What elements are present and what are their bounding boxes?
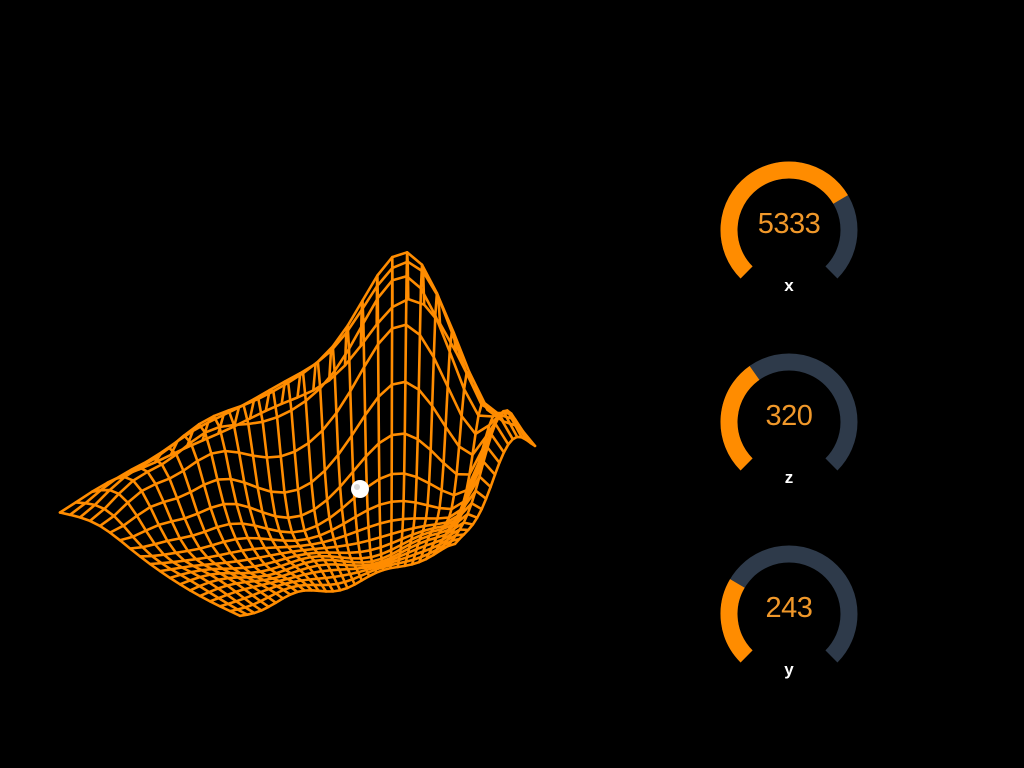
gauge-z-fill bbox=[720, 365, 760, 471]
gauge-x-label: x bbox=[784, 276, 794, 295]
gauge-z: 320 z bbox=[712, 352, 866, 497]
mesh-line-column bbox=[446, 409, 521, 548]
gauge-x-dial bbox=[720, 161, 858, 279]
mesh-line-column bbox=[280, 380, 342, 592]
gauge-x-fill bbox=[720, 161, 848, 279]
gauge-y-dial bbox=[720, 545, 858, 663]
gauge-z-dial bbox=[720, 353, 858, 471]
gauge-x-value: 5333 bbox=[757, 208, 821, 240]
wireframe-surface[interactable] bbox=[58, 251, 537, 618]
mesh-line-column bbox=[311, 360, 357, 586]
gauge-z-label: z bbox=[784, 468, 794, 487]
gauge-y-fill bbox=[720, 579, 753, 663]
wireframe-surface-canvas[interactable] bbox=[0, 0, 620, 768]
mesh-line-column bbox=[327, 345, 364, 582]
mesh-line-column bbox=[264, 388, 335, 593]
gauge-y: 243 y bbox=[712, 544, 866, 689]
mesh-line-column bbox=[396, 251, 410, 569]
mesh-line-column bbox=[248, 397, 328, 593]
mesh-line-column bbox=[90, 488, 256, 615]
mesh-line-column bbox=[424, 370, 474, 561]
mesh-line-column bbox=[417, 330, 458, 564]
mesh-line-column bbox=[169, 434, 292, 596]
mesh-line-column bbox=[153, 446, 285, 600]
gauge-z-value: 320 bbox=[765, 400, 813, 432]
cursor-handle-icon[interactable] bbox=[351, 480, 369, 498]
mesh-line-column bbox=[403, 263, 426, 568]
mesh-line-column bbox=[389, 255, 394, 570]
mesh-line-column bbox=[106, 475, 263, 612]
mesh-line-column bbox=[375, 274, 385, 572]
gauge-x: 5333 x bbox=[712, 160, 866, 305]
mesh-line-column bbox=[410, 291, 442, 566]
mesh-line-column bbox=[137, 457, 278, 605]
mesh-line-column bbox=[343, 324, 371, 578]
mesh-line-column bbox=[453, 435, 537, 546]
mesh-line-column bbox=[122, 466, 271, 609]
mesh-line-column bbox=[359, 299, 378, 575]
mesh-line-column bbox=[232, 403, 321, 593]
gauge-y-label: y bbox=[784, 660, 794, 679]
mesh-line-column bbox=[296, 371, 349, 590]
mesh-line-column bbox=[439, 411, 505, 552]
gauge-y-value: 243 bbox=[765, 592, 813, 624]
mesh-line-column bbox=[58, 511, 242, 618]
mesh-line-column bbox=[432, 401, 489, 557]
mesh-line-column bbox=[74, 501, 249, 617]
